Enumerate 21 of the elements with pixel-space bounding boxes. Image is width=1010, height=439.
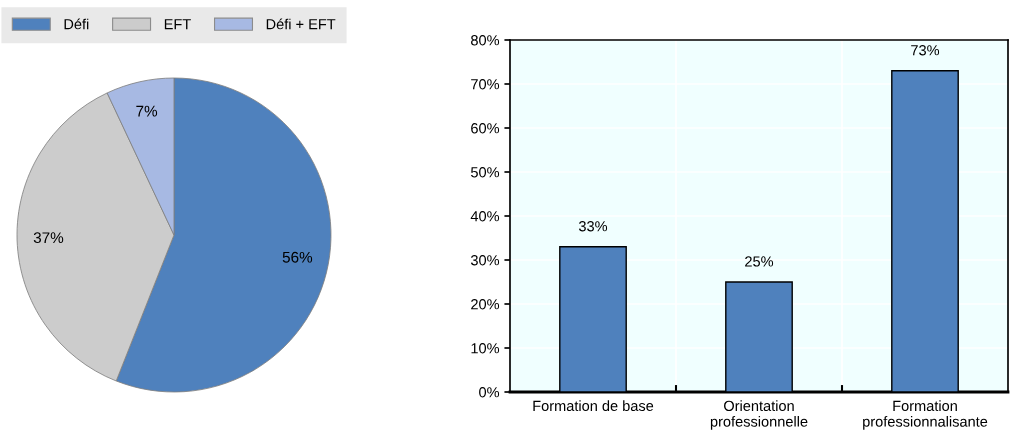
y-tick-label: 20% [471, 299, 500, 310]
y-tick-label: 40% [470, 211, 500, 222]
y-tick-label: 50% [470, 167, 500, 178]
legend-label: Défi + EFT [266, 18, 336, 30]
data-label: 7% [136, 105, 158, 117]
data-label: 37% [33, 232, 64, 244]
data-label: 56% [282, 251, 313, 263]
y-tick-label: 80% [471, 35, 500, 46]
legend-label: EFT [164, 19, 191, 30]
y-tick-label: 60% [471, 123, 500, 134]
data-label: 73% [911, 45, 940, 56]
data-label: 33% [578, 221, 608, 232]
y-tick-label: 0% [479, 387, 500, 398]
data-label: 25% [745, 256, 774, 267]
y-tick-label: 70% [471, 79, 500, 90]
y-tick-label: 30% [470, 255, 500, 266]
legend-label: Défi [64, 18, 89, 30]
x-tick-label: Formation de base [533, 400, 654, 412]
y-tick-label: 10% [471, 343, 500, 354]
x-tick-label: Formation professionnalisante [863, 400, 988, 430]
x-tick-label: Orientation professionnelle [710, 400, 808, 430]
